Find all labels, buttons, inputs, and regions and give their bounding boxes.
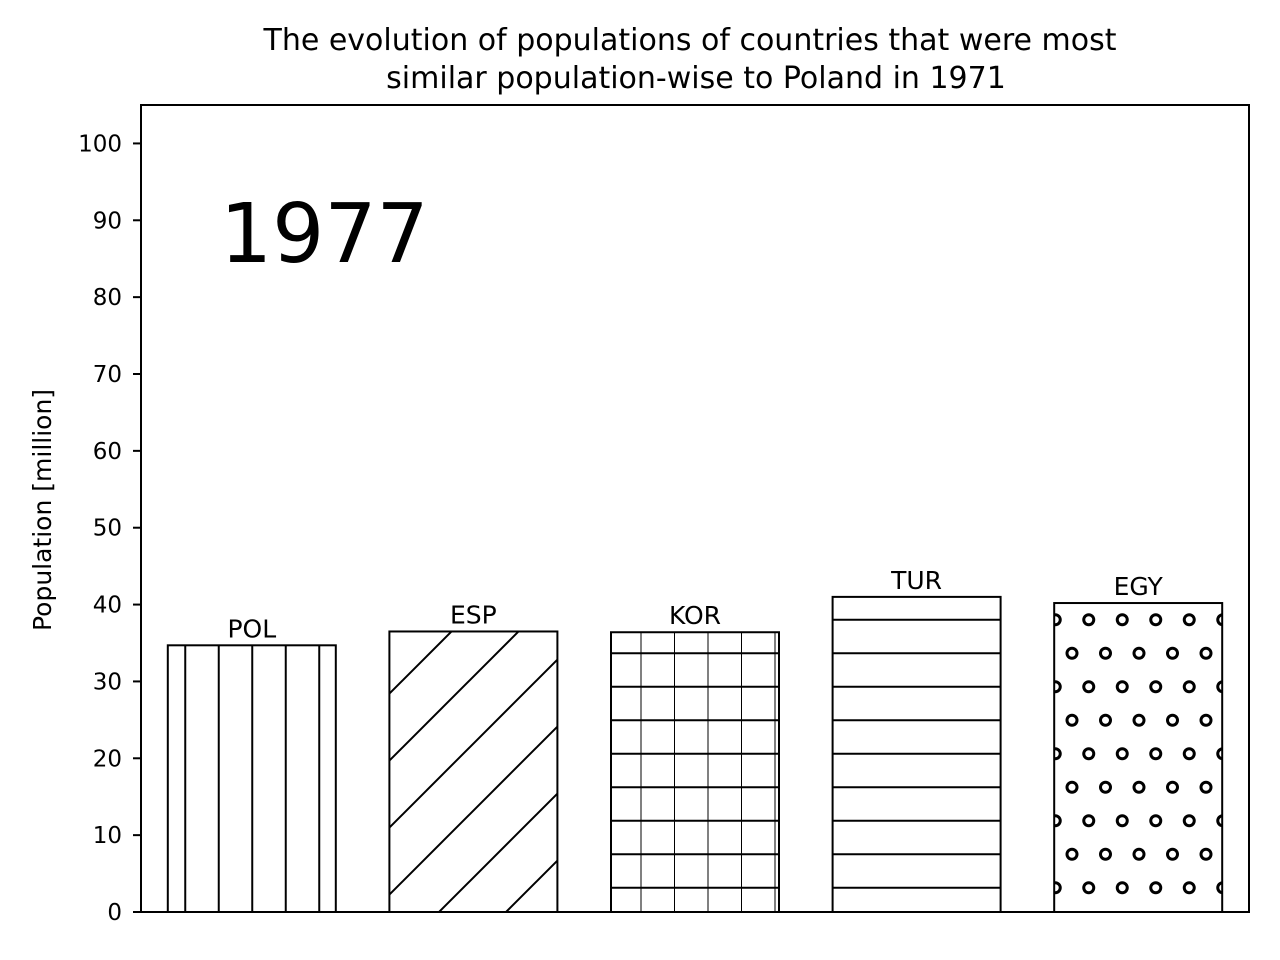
y-tick-label: 60 <box>93 439 122 465</box>
bar-esp <box>388 630 559 913</box>
y-axis-label: Population [million] <box>28 389 57 631</box>
bar-labels: POL ESP KOR TUR EGY <box>227 566 1163 643</box>
y-tick-label: 70 <box>93 362 122 388</box>
bar-label-egy: EGY <box>1114 572 1164 601</box>
bar-label-tur: TUR <box>890 566 942 595</box>
y-tick-label: 50 <box>93 516 122 542</box>
plot-frame <box>140 104 1250 913</box>
bar-label-esp: ESP <box>450 600 497 629</box>
y-tick-label: 80 <box>93 285 122 311</box>
y-axis-ticks: 0 10 20 30 40 50 60 70 80 90 100 <box>78 131 141 926</box>
bar-egy <box>1053 602 1224 914</box>
chart-title-line-2: similar population-wise to Poland in 197… <box>386 61 1006 96</box>
bar-label-kor: KOR <box>669 601 721 630</box>
bar-label-pol: POL <box>227 614 276 643</box>
y-tick-label: 90 <box>93 208 122 234</box>
bars <box>166 595 1224 914</box>
y-tick-label: 10 <box>93 823 122 849</box>
bar-tur <box>831 595 1002 914</box>
year-annotation: 1977 <box>220 187 429 282</box>
y-tick-label: 20 <box>93 746 122 772</box>
y-tick-label: 40 <box>93 593 122 619</box>
y-tick-label: 30 <box>93 669 122 695</box>
bar-pol <box>166 644 337 913</box>
chart-title-line-1: The evolution of populations of countrie… <box>263 23 1117 58</box>
y-tick-label: 0 <box>107 900 122 926</box>
y-tick-label: 100 <box>78 131 122 157</box>
bar-kor <box>610 631 780 913</box>
